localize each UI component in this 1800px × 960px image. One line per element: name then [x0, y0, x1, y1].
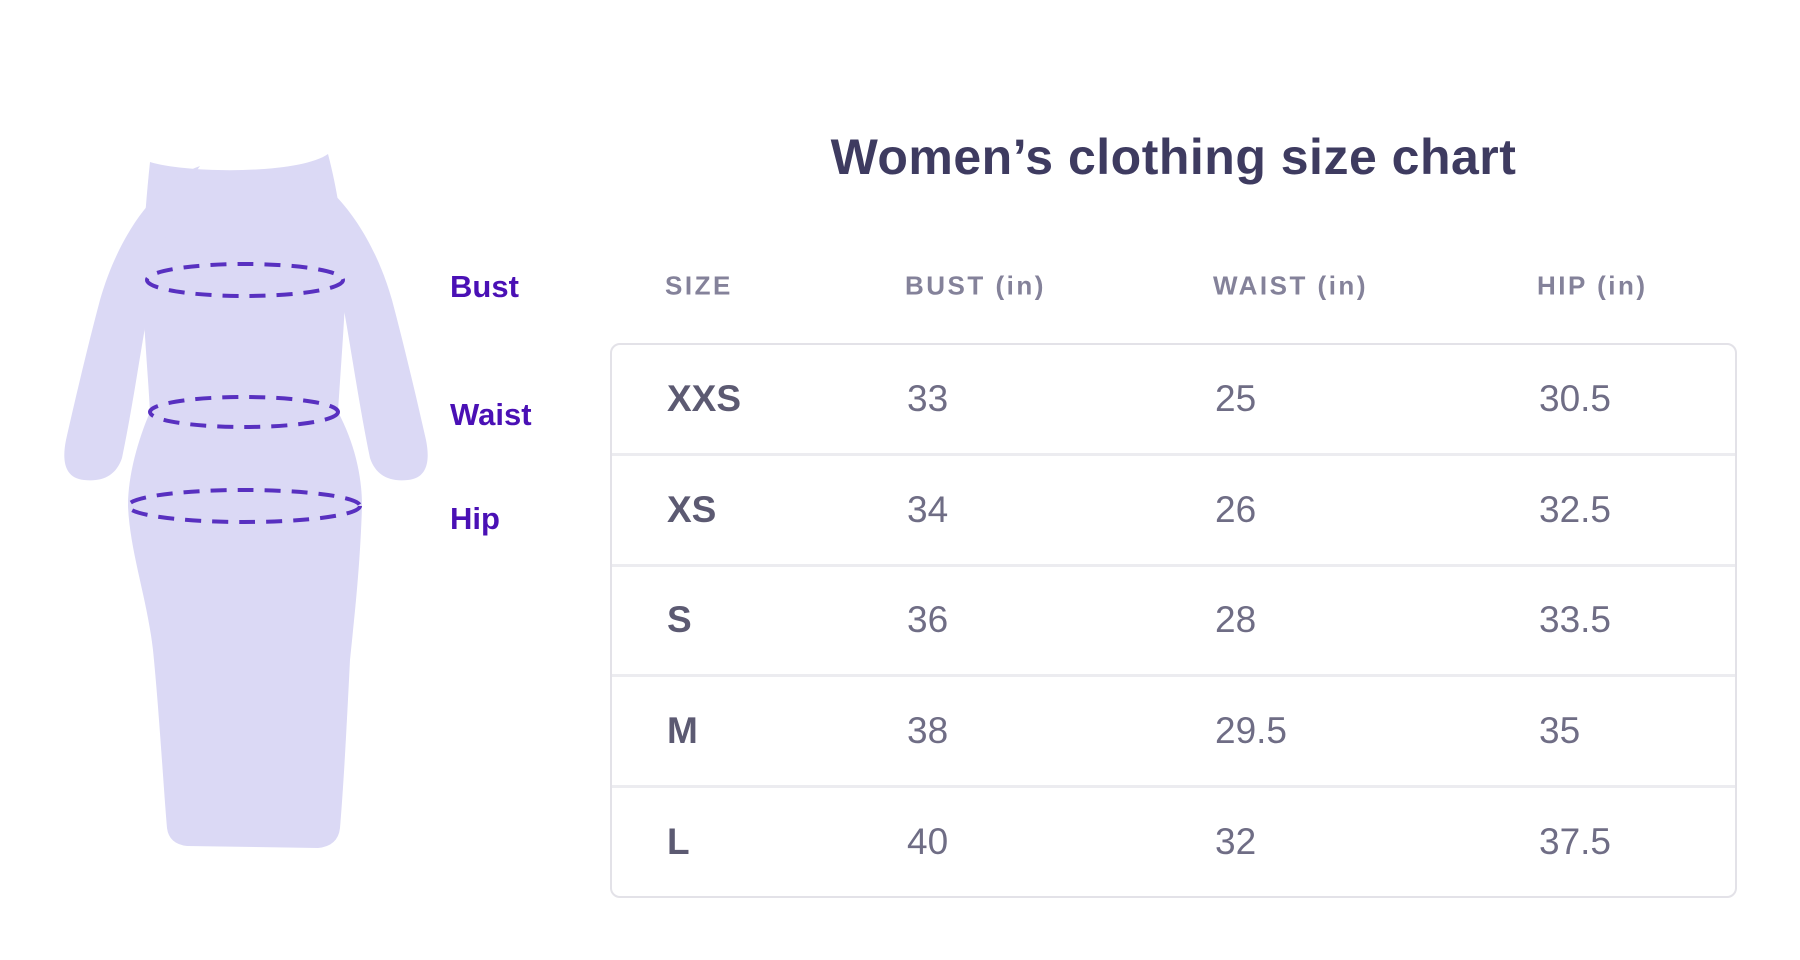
- cell-size: L: [667, 821, 690, 863]
- table-row: XS 34 26 32.5: [612, 452, 1735, 564]
- cell-bust: 33: [907, 377, 949, 419]
- waist-label: Waist: [450, 397, 532, 432]
- cell-waist: 25: [1215, 377, 1257, 419]
- cell-waist: 26: [1215, 488, 1257, 530]
- cell-bust: 34: [907, 488, 949, 530]
- cell-size: XXS: [667, 377, 742, 419]
- header-waist: WAIST (in): [1213, 270, 1368, 300]
- cell-bust: 36: [907, 599, 949, 641]
- cell-hip: 30.5: [1539, 377, 1612, 419]
- dress-left-sleeve: [64, 166, 200, 481]
- hip-label: Hip: [450, 501, 500, 536]
- cell-bust: 38: [907, 710, 949, 752]
- bust-ellipse: [145, 262, 345, 298]
- waist-ellipse: [148, 395, 340, 429]
- cell-hip: 33.5: [1539, 599, 1612, 641]
- cell-waist: 28: [1215, 599, 1257, 641]
- dress-right-sleeve: [292, 166, 428, 481]
- dress-figure: [64, 154, 428, 848]
- bust-label: Bust: [450, 269, 519, 304]
- cell-size: S: [667, 599, 692, 641]
- header-size: SIZE: [665, 270, 733, 300]
- table-row: XXS 33 25 30.5: [612, 345, 1735, 453]
- cell-hip: 37.5: [1539, 821, 1612, 863]
- cell-bust: 40: [907, 821, 949, 863]
- table-row: S 36 28 33.5: [612, 563, 1735, 675]
- header-hip: HIP (in): [1537, 270, 1648, 300]
- cell-size: M: [667, 710, 698, 752]
- cell-waist: 29.5: [1215, 710, 1288, 752]
- dress-body-shape: [128, 154, 362, 848]
- size-table: XXS 33 25 30.5 XS 34 26 32.5 S 36 28 33.…: [610, 343, 1737, 898]
- hip-ellipse: [126, 488, 362, 524]
- cell-hip: 35: [1539, 710, 1581, 752]
- header-bust: BUST (in): [905, 270, 1046, 300]
- cell-hip: 32.5: [1539, 488, 1612, 530]
- page-title: Women’s clothing size chart: [830, 129, 1517, 185]
- table-row: L 40 32 37.5: [612, 785, 1735, 896]
- table-row: M 38 29.5 35: [612, 674, 1735, 785]
- cell-size: XS: [667, 488, 717, 530]
- cell-waist: 32: [1215, 821, 1257, 863]
- table-header-row: SIZE BUST (in) WAIST (in) HIP (in): [610, 258, 1737, 313]
